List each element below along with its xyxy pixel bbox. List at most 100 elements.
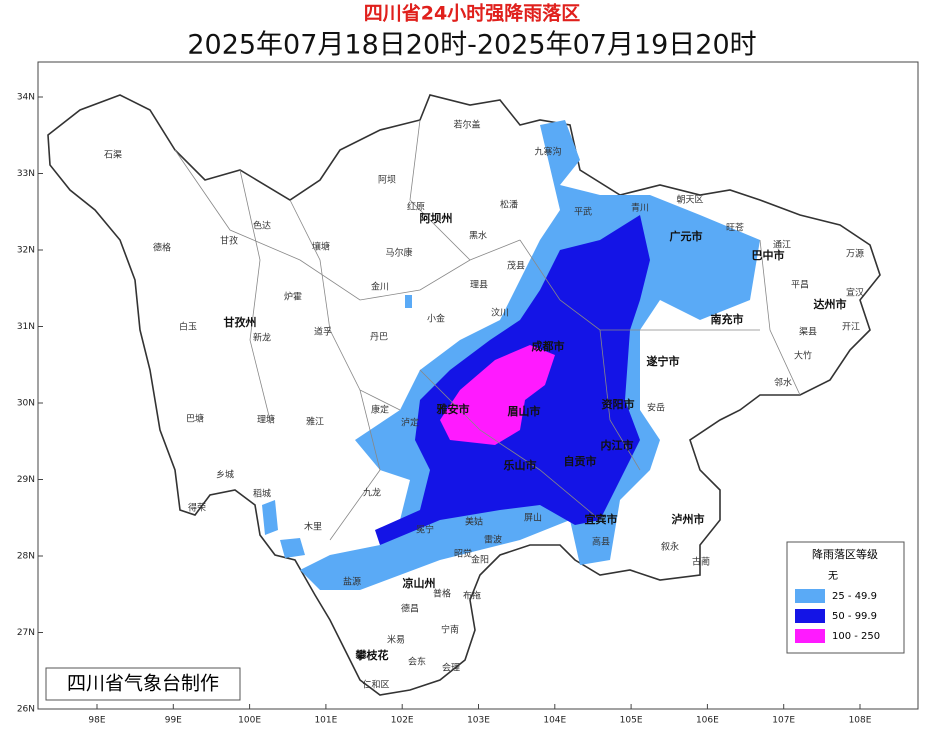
place-label: 雅安市 xyxy=(437,402,470,416)
lat-tick-label: 31N xyxy=(17,322,35,332)
place-label: 马尔康 xyxy=(385,247,412,259)
legend-label: 50 - 99.9 xyxy=(832,611,877,622)
place-label: 小金 xyxy=(427,313,445,325)
lon-tick-label: 101E xyxy=(314,716,337,726)
place-label: 乡城 xyxy=(216,470,234,481)
place-label: 泸定 xyxy=(401,417,419,429)
place-label: 康定 xyxy=(371,404,389,416)
place-label: 冕宁 xyxy=(416,524,434,536)
place-label: 屏山 xyxy=(524,513,542,524)
lon-tick-label: 105E xyxy=(620,716,643,726)
place-label: 大竹 xyxy=(794,350,812,362)
place-label: 叙永 xyxy=(661,541,679,553)
place-label: 雅江 xyxy=(306,416,324,428)
place-label: 雷波 xyxy=(484,534,502,546)
credit-box xyxy=(45,667,241,701)
place-label: 成都市 xyxy=(532,339,565,353)
place-label: 布拖 xyxy=(463,590,481,602)
place-label: 万源 xyxy=(846,249,864,260)
lat-tick-label: 28N xyxy=(17,552,35,562)
place-label: 会东 xyxy=(408,656,426,668)
place-label: 阿坝 xyxy=(378,175,396,186)
place-labels: 石渠 若尔盖 九寨沟 阿坝 红原 松潘 阿坝州 德格 甘孜 色达 壤塘 马尔康 … xyxy=(104,119,864,691)
lon-tick-label: 108E xyxy=(849,716,872,726)
place-label: 古蔺 xyxy=(692,556,710,568)
legend-swatch xyxy=(795,629,825,643)
place-label: 理塘 xyxy=(257,414,275,426)
place-label: 汶川 xyxy=(491,307,509,319)
legend-label: 100 - 250 xyxy=(832,631,880,642)
lat-tick-label: 32N xyxy=(17,246,35,256)
place-label: 宣汉 xyxy=(846,287,864,299)
lon-tick-label: 98E xyxy=(88,716,105,726)
place-label: 盐源 xyxy=(343,576,361,588)
lat-tick-label: 30N xyxy=(17,399,35,409)
place-label: 红原 xyxy=(407,201,425,213)
axes: 34N 33N 32N 31N 30N 29N 28N 27N 26N 98E 99E 100E 101… xyxy=(17,93,872,726)
place-label: 凉山州 xyxy=(403,576,436,590)
place-label: 开江 xyxy=(842,322,860,333)
lon-tick-label: 99E xyxy=(165,716,182,726)
lon-tick-label: 106E xyxy=(696,716,719,726)
place-label: 巴塘 xyxy=(186,413,204,425)
place-label: 茂县 xyxy=(507,260,525,272)
lon-tick-label: 103E xyxy=(467,716,490,726)
place-label: 金阳 xyxy=(471,554,489,566)
place-label: 宜宾市 xyxy=(585,512,618,526)
legend-label: 无 xyxy=(828,571,838,582)
lat-tick-label: 26N xyxy=(17,705,35,715)
place-label: 米易 xyxy=(387,634,405,646)
place-label: 内江市 xyxy=(601,438,634,452)
place-label: 平昌 xyxy=(791,280,809,291)
legend-swatch xyxy=(795,589,825,603)
legend: 无 25 - 49.9 50 - 99.9 100 - 250 xyxy=(795,571,880,643)
place-label: 朝天区 xyxy=(676,195,703,206)
place-label: 宁南 xyxy=(441,624,459,636)
place-label: 白玉 xyxy=(179,321,197,333)
place-label: 会理 xyxy=(442,662,460,674)
place-label: 青川 xyxy=(631,202,649,214)
place-label: 安岳 xyxy=(647,402,665,414)
credit: 四川省气象台制作 xyxy=(67,673,219,695)
place-label: 松潘 xyxy=(500,199,518,211)
place-label: 旺苍 xyxy=(726,222,744,234)
place-label: 自贡市 xyxy=(564,454,597,468)
place-label: 通江 xyxy=(773,240,791,251)
place-label: 遂宁市 xyxy=(647,354,680,368)
lat-tick-label: 29N xyxy=(17,475,35,485)
place-label: 巴中市 xyxy=(752,248,785,262)
lon-tick-label: 102E xyxy=(391,716,414,726)
place-label: 色达 xyxy=(253,220,271,232)
place-label: 壤塘 xyxy=(312,241,330,253)
place-label: 眉山市 xyxy=(508,404,541,418)
subtitle: 2025年07月18日20时-2025年07月19日20时 xyxy=(187,30,756,61)
rain-areas xyxy=(262,120,760,590)
lat-tick-label: 27N xyxy=(17,628,35,638)
place-label: 平武 xyxy=(574,206,592,218)
lat-tick-label: 33N xyxy=(17,169,35,179)
place-label: 道孚 xyxy=(314,326,332,338)
place-label: 得荣 xyxy=(188,502,206,514)
boundary-lines xyxy=(174,119,801,541)
place-label: 德格 xyxy=(153,242,171,254)
place-label: 美姑 xyxy=(465,516,483,528)
place-label: 甘孜州 xyxy=(224,315,257,329)
place-label: 甘孜 xyxy=(220,235,238,247)
place-label: 高县 xyxy=(592,536,610,548)
place-label: 邻水 xyxy=(774,377,792,389)
place-label: 木里 xyxy=(304,521,322,533)
title: 四川省24小时强降雨落区 xyxy=(364,2,580,25)
place-label: 金川 xyxy=(371,281,389,293)
place-label: 九龙 xyxy=(363,487,381,499)
place-label: 阿坝州 xyxy=(420,211,453,225)
lon-tick-label: 100E xyxy=(238,716,261,726)
place-label: 若尔盖 xyxy=(453,119,480,131)
place-label: 仁和区 xyxy=(362,679,389,691)
place-label: 攀枝花 xyxy=(355,648,389,662)
legend-title: 降雨落区等级 xyxy=(812,547,878,561)
rain-area xyxy=(440,345,555,445)
place-label: 新龙 xyxy=(253,332,271,344)
place-label: 昭觉 xyxy=(454,549,472,560)
place-label: 九寨沟 xyxy=(534,146,561,158)
place-label: 乐山市 xyxy=(504,458,537,472)
